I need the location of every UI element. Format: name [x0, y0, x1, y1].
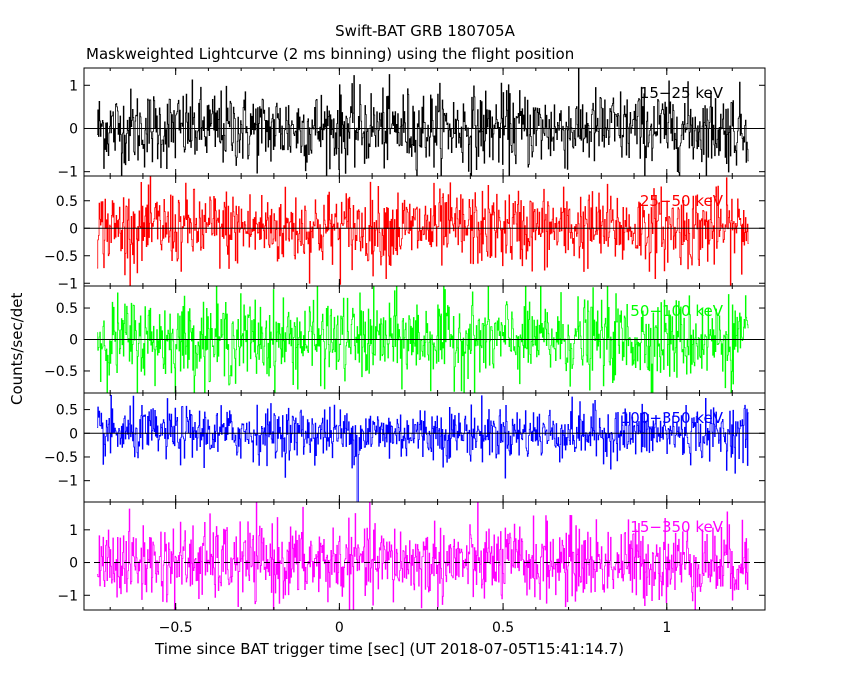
- y-tick-label: −1: [57, 588, 78, 604]
- y-tick-label: 1: [69, 523, 78, 539]
- series-trace-1: [97, 67, 749, 177]
- y-tick-label: 0: [69, 426, 78, 442]
- y-axis-label: Counts/sec/det: [8, 292, 26, 405]
- y-tick-label: −1: [57, 276, 78, 292]
- y-tick-label: 0: [69, 121, 78, 137]
- series-trace-2: [97, 175, 749, 287]
- series-trace-4: [97, 394, 749, 503]
- y-tick-label: 0: [69, 333, 78, 349]
- y-tick-label: −0.5: [44, 450, 78, 466]
- chart-subtitle: Maskweighted Lightcurve (2 ms binning) u…: [86, 45, 575, 63]
- chart-title: Swift-BAT GRB 180705A: [335, 22, 515, 40]
- x-tick-label: 0.5: [492, 620, 514, 636]
- y-tick-label: −1: [57, 165, 78, 181]
- y-tick-label: 0: [69, 556, 78, 572]
- y-tick-label: −1: [57, 474, 78, 490]
- y-tick-label: 0.5: [56, 301, 78, 317]
- series-trace-5: [97, 501, 749, 611]
- series-trace-3: [97, 285, 749, 394]
- series-label: 100−350 keV: [621, 409, 724, 427]
- x-tick-label: 1: [662, 620, 671, 636]
- y-tick-label: 0.5: [56, 194, 78, 210]
- x-tick-label: −0.5: [159, 620, 193, 636]
- series-label: 25−50 keV: [640, 192, 724, 210]
- y-tick-label: −0.5: [44, 249, 78, 265]
- y-tick-label: −0.5: [44, 364, 78, 380]
- x-tick-label: 0: [335, 620, 344, 636]
- y-tick-label: 1: [69, 78, 78, 94]
- panel-frame: [83, 501, 766, 611]
- series-label: 15−25 keV: [640, 84, 724, 102]
- y-tick-label: 0.5: [56, 403, 78, 419]
- series-label: 15−350 keV: [630, 518, 723, 536]
- y-tick-label: 0: [69, 221, 78, 237]
- x-axis-label: Time since BAT trigger time [sec] (UT 20…: [155, 640, 624, 658]
- series-label: 50−100 keV: [630, 302, 723, 320]
